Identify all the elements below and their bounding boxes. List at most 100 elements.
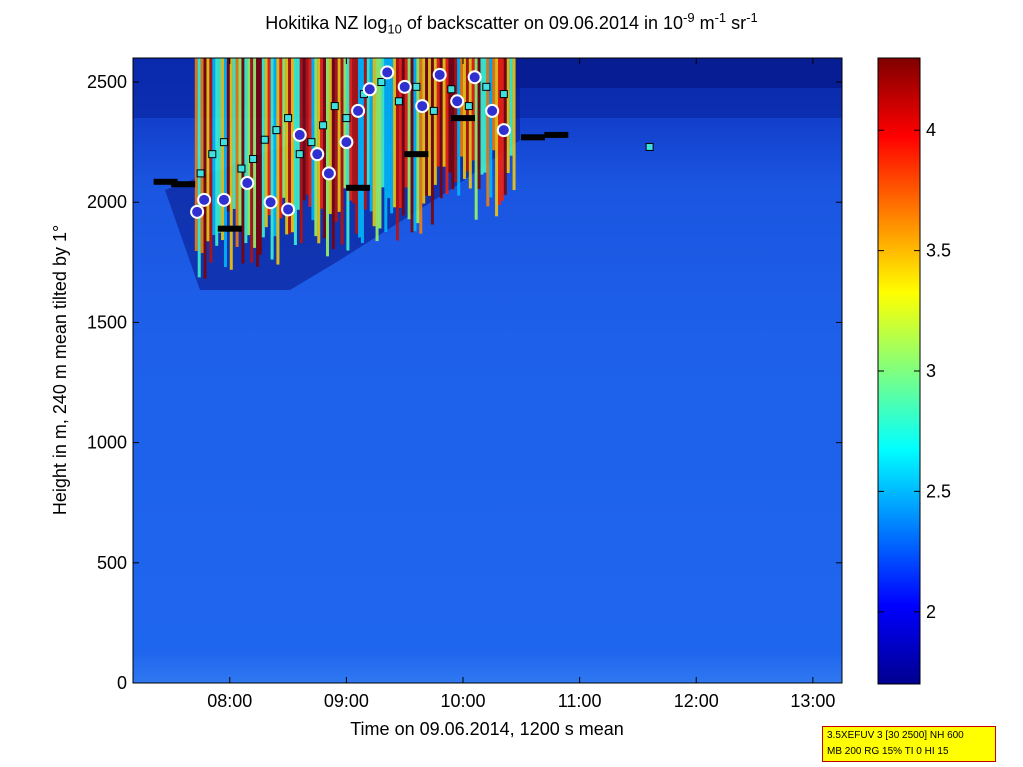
cloud-streak [477, 58, 481, 190]
x-tick-label: 11:00 [558, 691, 602, 711]
marker-square [249, 154, 258, 163]
cloud-streak [314, 58, 318, 237]
cloud-streak [253, 58, 257, 248]
marker-square [260, 135, 269, 144]
x-tick-label: 09:00 [324, 691, 369, 711]
marker-square [377, 78, 386, 87]
y-axis: 0 500 1000 1500 2000 2500 [87, 72, 842, 693]
y-tick-label: 500 [97, 553, 127, 573]
upper-dark-band [500, 58, 842, 88]
marker-square [330, 102, 339, 111]
cloud-streak [203, 58, 207, 279]
cloud-streak [200, 58, 204, 254]
cloud-streak [425, 58, 429, 196]
cloud-streak [308, 58, 312, 207]
marker-circle [263, 195, 278, 210]
cloud-streak [512, 58, 516, 191]
marker-circle [190, 204, 205, 219]
y-tick-label: 2000 [87, 192, 127, 212]
cloud-streak [369, 58, 373, 212]
cloud-streak [320, 58, 324, 209]
cloud-streak [206, 58, 210, 242]
cloud-streak [366, 58, 370, 187]
cloud-streak [495, 58, 499, 217]
cloud-streak [407, 58, 411, 220]
cloud-streak [325, 58, 329, 257]
cloud-streak [194, 58, 198, 251]
marker-circle [485, 103, 500, 118]
marker-circle [362, 82, 377, 97]
cloud-streak [439, 58, 443, 199]
cloud-streak [238, 58, 242, 229]
cloud-streak [256, 58, 260, 267]
marker-circle [281, 202, 296, 217]
cloud-streak [381, 58, 385, 188]
cloud-streak [235, 58, 239, 247]
cloud-streak [223, 58, 227, 268]
cloud-streak [480, 58, 484, 175]
marker-circle [380, 65, 395, 80]
cloud-streak [428, 58, 432, 196]
marker-black [451, 115, 476, 122]
marker-square [219, 138, 228, 147]
cloud-streak [349, 58, 353, 201]
marker-square [272, 126, 281, 135]
marker-square [307, 138, 316, 147]
cloud-streak [451, 58, 455, 190]
settings-info-box: 3.5XEFUV 3 [30 2500] NH 600 MB 200 RG 15… [822, 726, 996, 762]
cloud-streak [226, 58, 230, 212]
cloud-streak [331, 58, 335, 250]
cloud-streak [258, 58, 262, 255]
cloud-streak [460, 58, 464, 157]
marker-circle [415, 99, 430, 114]
cloud-streak [279, 58, 283, 219]
marker-circle [397, 79, 412, 94]
marker-square [429, 106, 438, 115]
cloud-streak [471, 58, 475, 161]
info-line-1: 3.5XEFUV 3 [30 2500] NH 600 [827, 730, 964, 741]
colorbar-tick-label: 3.5 [926, 241, 951, 261]
cloud-streak [305, 58, 309, 195]
cloud-streak [465, 58, 469, 172]
marker-square [645, 142, 654, 151]
plot-frame [132, 57, 843, 684]
cloud-streak [393, 58, 397, 208]
cloud-streak [468, 58, 472, 189]
marker-black [171, 181, 196, 188]
x-tick-label: 13:00 [790, 691, 835, 711]
cloud-streak [270, 58, 274, 260]
colorbar-tick-label: 2.5 [926, 481, 951, 501]
cloud-streak [232, 58, 236, 209]
cloud-streak [457, 58, 461, 196]
colorbar-tick-label: 2 [926, 602, 936, 622]
cloud-streak [387, 58, 391, 199]
cloud-streak [419, 58, 423, 234]
marker-circle [292, 127, 307, 142]
cloud-streak [509, 58, 513, 156]
cloud-streak [247, 58, 251, 236]
cloud-streak [334, 58, 338, 222]
cloud-streak [360, 58, 364, 244]
marker-circle [351, 103, 366, 118]
cloud-streak [506, 58, 510, 174]
cloud-streak [215, 58, 219, 246]
marker-circle [321, 166, 336, 181]
cloud-streak [285, 58, 289, 235]
cloud-streak [448, 58, 452, 173]
colorbar-tick-label: 4 [926, 120, 936, 140]
cloud-markers [153, 65, 654, 232]
cloud-streak [293, 58, 297, 246]
cloud-streak [229, 58, 233, 270]
x-axis-label: Time on 09.06.2014, 1200 s mean [350, 719, 624, 739]
cloud-streak [410, 58, 414, 233]
cloud-streak [358, 58, 362, 238]
marker-circle [339, 135, 354, 150]
cloud-streak [282, 58, 286, 198]
x-tick-label: 10:00 [440, 691, 485, 711]
cloud-streak [261, 58, 265, 238]
cloud-streak [436, 58, 440, 167]
cloud-streak [483, 58, 487, 173]
cloud-streak [486, 58, 490, 207]
cloud-streak [288, 58, 292, 234]
cloud-streak [445, 58, 449, 195]
